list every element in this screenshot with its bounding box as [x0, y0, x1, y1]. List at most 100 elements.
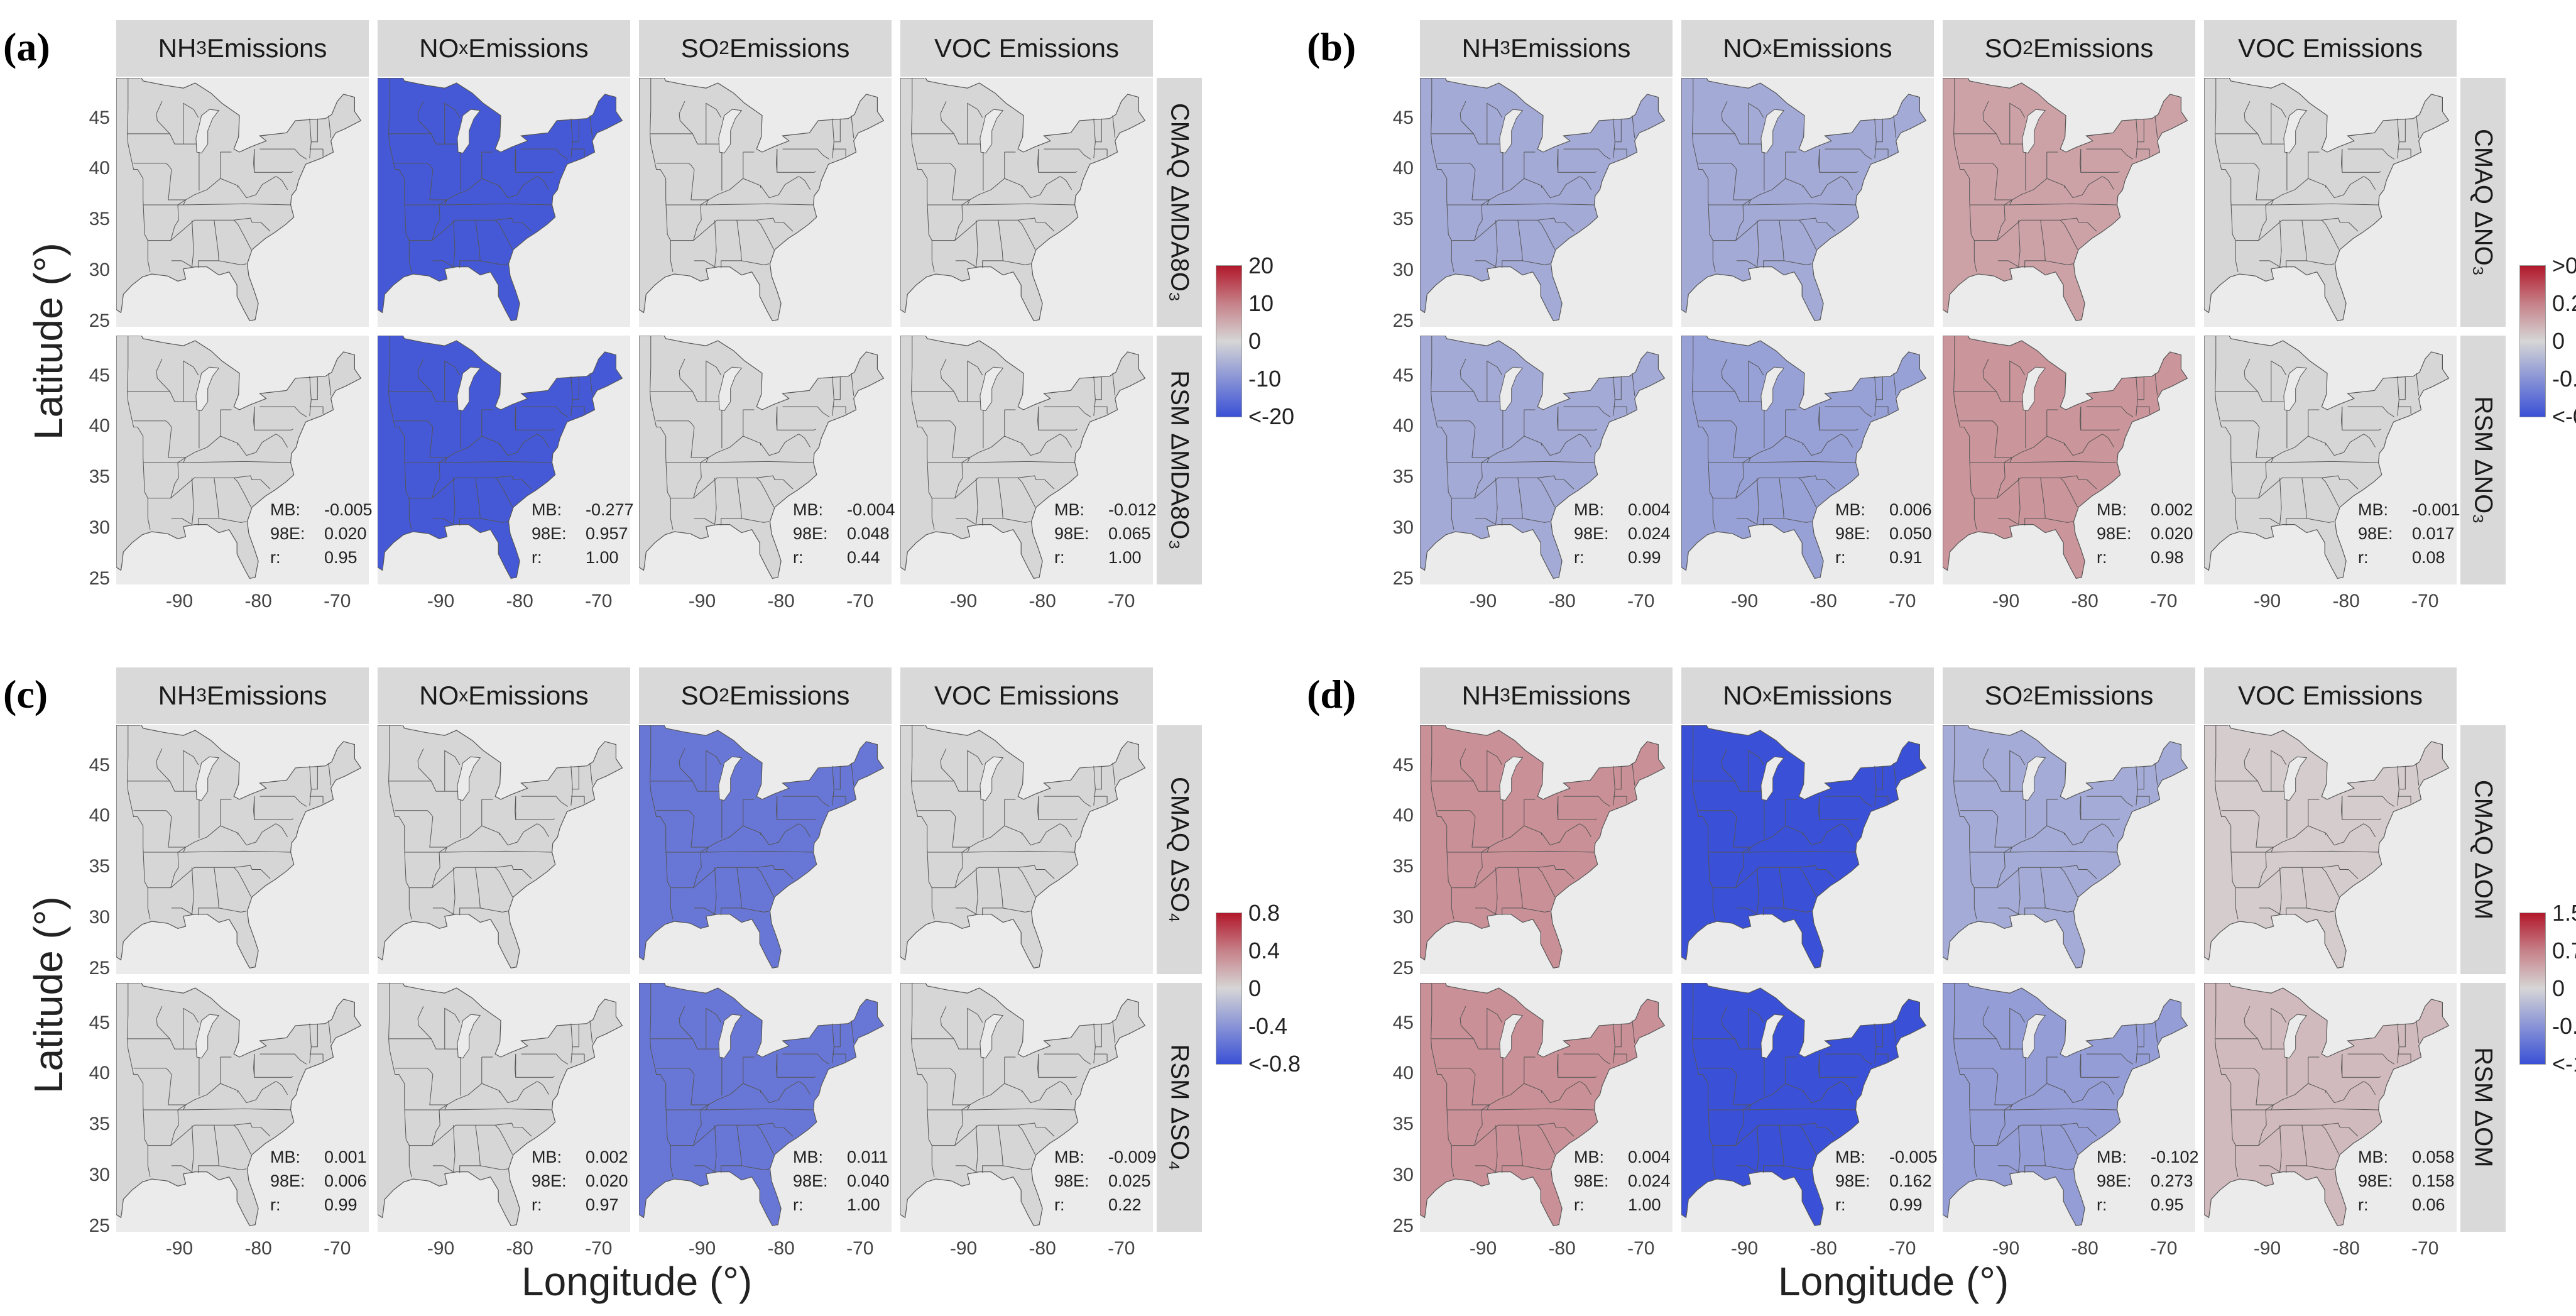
state-boundary [706, 360, 722, 402]
state-boundary [1994, 816, 2065, 848]
lake-michigan [2022, 756, 2046, 801]
lake-michigan [195, 366, 220, 412]
region-fill [900, 983, 1146, 1226]
x-tick-label: -90 [688, 1238, 716, 1259]
state-boundary [417, 101, 432, 134]
state-boundary [917, 420, 956, 427]
state-boundary [1893, 762, 1897, 786]
x-tick-label: -80 [1029, 1238, 1056, 1259]
stat-line: 98E: 0.050 [1835, 524, 1932, 543]
state-boundary [254, 796, 293, 820]
state-boundary [1563, 1053, 1611, 1065]
state-boundary [1735, 1104, 1752, 1146]
map-panel [1681, 336, 1934, 584]
state-boundary [589, 762, 593, 786]
state-boundary [198, 220, 219, 268]
state-boundary [1953, 336, 1977, 530]
state-boundary [499, 823, 550, 846]
state-boundary [2221, 810, 2260, 817]
state-boundary [777, 149, 816, 173]
state-boundary [1095, 376, 1102, 400]
state-boundary [777, 1054, 816, 1078]
map-svg [1943, 78, 2188, 321]
state-boundary [2009, 360, 2026, 402]
state-boundary [1038, 407, 1078, 430]
map-panel [1420, 78, 1673, 327]
state-boundary [940, 358, 954, 392]
state-boundary [1431, 781, 1501, 792]
y-tick-label: 35 [1392, 856, 1414, 877]
state-boundary [967, 102, 983, 145]
y-tick-label: 40 [89, 415, 110, 437]
map-panel [639, 983, 892, 1232]
state-boundary [911, 781, 981, 792]
state-boundary [760, 176, 811, 199]
stats-box: MB: 0.002 98E: 0.020 r: 0.97 [532, 1145, 628, 1217]
map-panel [378, 725, 630, 974]
lake-michigan [980, 756, 1004, 801]
state-boundary [515, 407, 555, 430]
state-boundary [1953, 725, 1977, 919]
state-boundary [2306, 907, 2335, 913]
state-boundary [2230, 203, 2379, 206]
state-boundary [2154, 762, 2158, 786]
state-boundary [1784, 907, 1812, 913]
legend-tick-label: 0.2 [2552, 290, 2576, 316]
state-boundary [127, 133, 197, 145]
state-boundary [1037, 149, 1039, 173]
state-boundary [1692, 781, 1762, 792]
state-boundary [2399, 765, 2406, 790]
state-boundary [1953, 391, 2024, 402]
state-boundary [656, 1068, 695, 1075]
region-fill [116, 336, 362, 579]
state-boundary [494, 477, 513, 508]
state-boundary [237, 434, 288, 456]
lake-michigan [718, 1014, 743, 1059]
state-boundary [170, 846, 187, 888]
legend-tick-label: 0 [1248, 328, 1262, 354]
state-boundary [1563, 148, 1611, 160]
stat-line: 98E: 0.065 [1054, 524, 1151, 543]
column-strip: SO 2 Emissions [1943, 20, 2195, 77]
state-boundary [1818, 149, 1820, 173]
state-boundary [2416, 115, 2420, 138]
state-boundary [1733, 816, 1803, 848]
y-tick-label: 45 [1392, 365, 1414, 386]
state-boundary [756, 477, 775, 508]
map-svg [639, 78, 885, 321]
state-boundary [2221, 163, 2260, 170]
y-tick-label: 35 [89, 1114, 110, 1135]
stat-line: r: 0.22 [1054, 1195, 1142, 1214]
map-svg [1943, 336, 2188, 579]
state-boundary [1698, 810, 1737, 817]
state-boundary [1037, 407, 1039, 430]
state-boundary [395, 420, 434, 427]
state-boundary [1495, 867, 1498, 914]
state-boundary [1692, 78, 1716, 272]
stat-line: r: 0.99 [270, 1195, 357, 1214]
region-fill [639, 78, 885, 321]
state-boundary [409, 865, 532, 889]
state-boundary [1974, 1122, 2097, 1146]
state-boundary [940, 101, 954, 134]
map-svg [639, 336, 885, 579]
y-tick-label: 25 [89, 310, 110, 331]
map-svg [900, 336, 1146, 579]
state-boundary [760, 1081, 811, 1104]
state-boundary [2009, 750, 2026, 792]
x-tick-label: -90 [427, 591, 455, 611]
state-boundary [2018, 478, 2021, 525]
state-boundary [2342, 149, 2381, 173]
state-boundary [952, 427, 1022, 458]
legend-tick-label: -0.4 [1248, 1013, 1288, 1039]
lake-michigan [718, 109, 743, 154]
stat-line: MB: 0.002 [2097, 500, 2193, 519]
state-boundary [453, 478, 456, 525]
state-boundary [432, 907, 454, 915]
y-tick-label: 45 [89, 754, 110, 776]
stat-line: r: 0.06 [2358, 1195, 2445, 1214]
state-boundary [1713, 217, 1836, 241]
lake-michigan [1499, 1014, 1524, 1059]
y-axis-title: Latitude (°) [26, 896, 71, 1094]
lake-michigan [457, 756, 481, 801]
